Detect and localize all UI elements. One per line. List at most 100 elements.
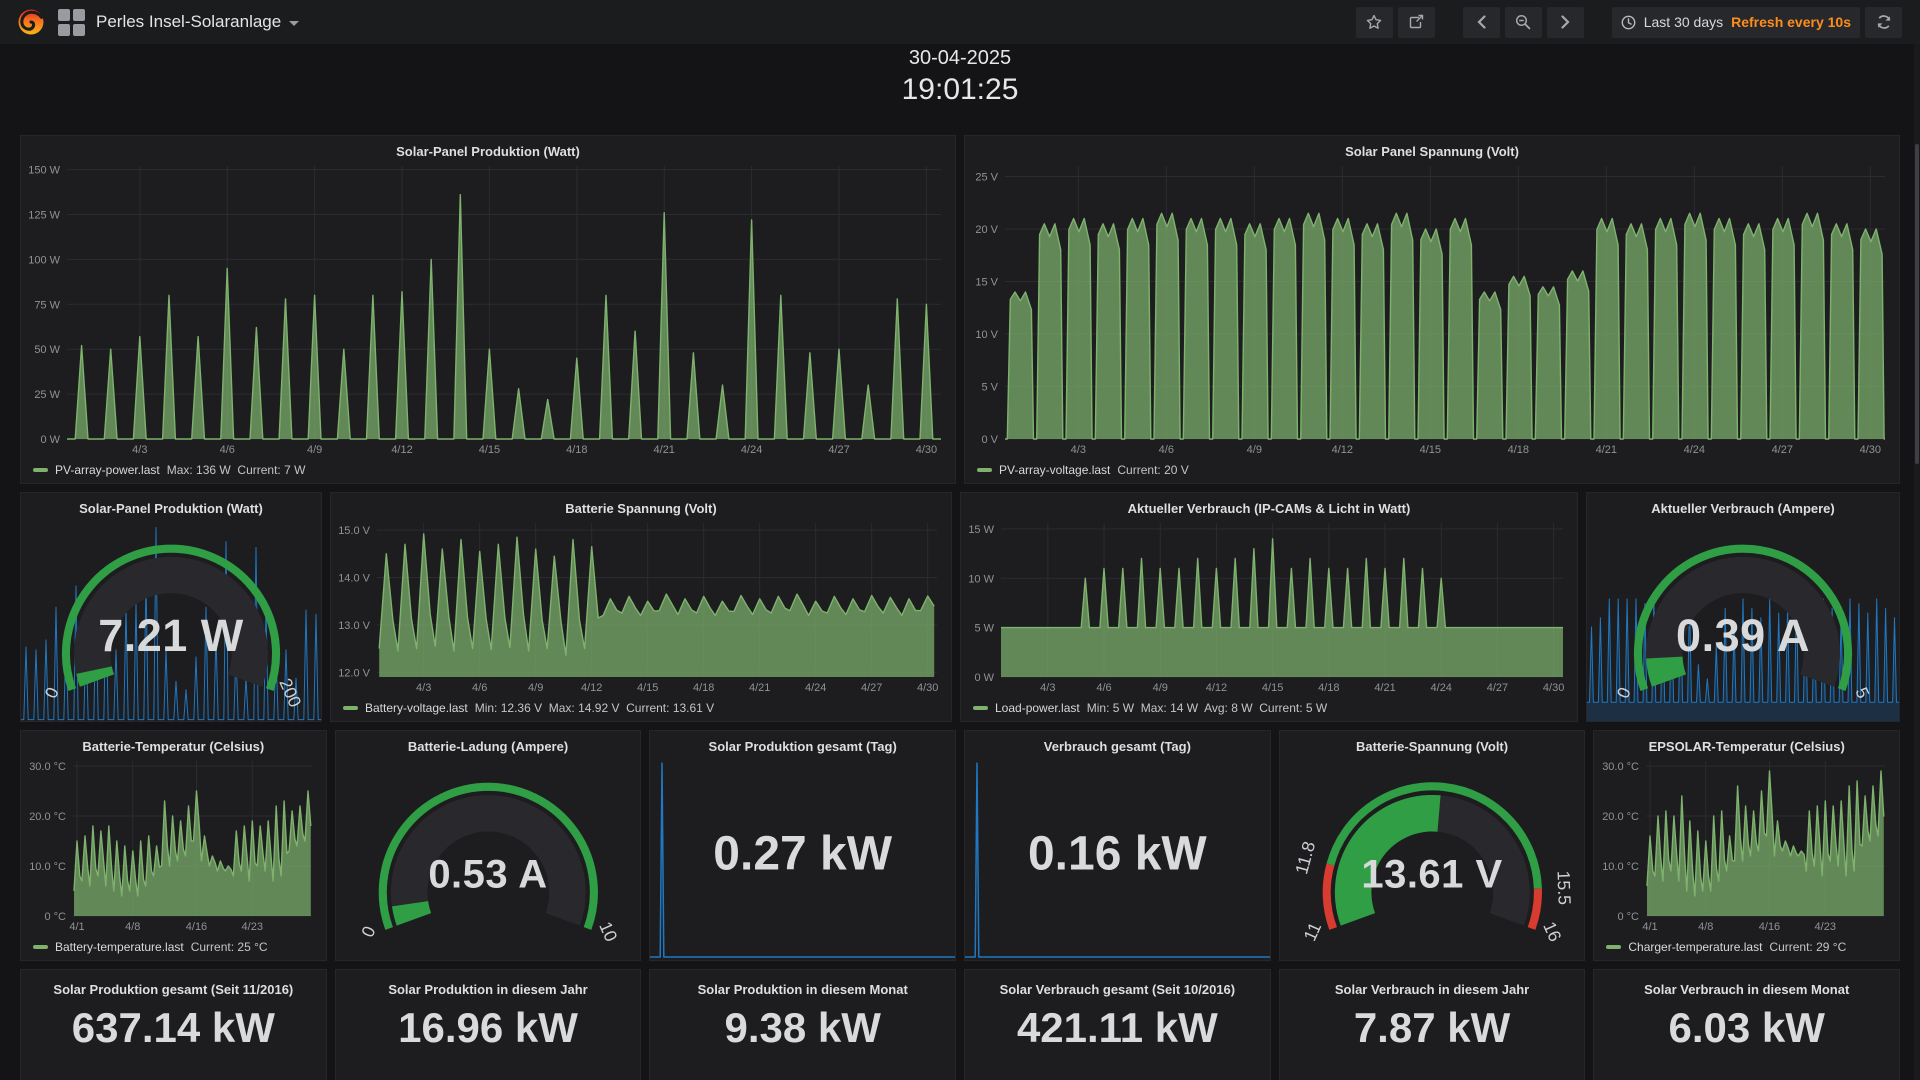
svg-text:4/6: 4/6 [472,682,487,694]
svg-text:4/23: 4/23 [242,921,263,933]
series-name[interactable]: PV-array-power.last [55,463,160,478]
svg-text:4/9: 4/9 [307,444,322,456]
series-name[interactable]: Battery-temperature.last [55,940,184,955]
series-name[interactable]: Charger-temperature.last [1628,940,1763,955]
series-name[interactable]: Load-power.last [995,701,1080,716]
panel-title[interactable]: Solar Produktion gesamt (Seit 11/2016) [53,982,294,997]
svg-text:10.0 °C: 10.0 °C [29,861,66,873]
series-stats: Max: 136 W Current: 7 W [166,463,306,478]
gauge-body[interactable]: 0 200 7.21 W [21,519,321,721]
panel-title[interactable]: Batterie-Temperatur (Celsius) [82,739,265,754]
panel-title[interactable]: Solar Produktion in diesem Monat [697,982,908,997]
time-series-chart[interactable]: 0 W 25 W 50 W 75 W 100 W 125 W 150 W 4/3 4/6 4/9 4… [21,160,951,462]
svg-text:75 W: 75 W [34,299,60,311]
svg-text:25 V: 25 V [975,171,998,183]
svg-text:4/16: 4/16 [1759,921,1780,933]
panel-title[interactable]: Verbrauch gesamt (Tag) [1043,739,1191,754]
svg-text:4/23: 4/23 [1815,921,1836,933]
dashboard-grid-icon[interactable] [56,7,86,37]
svg-text:100 W: 100 W [28,254,60,266]
svg-text:15.5: 15.5 [1553,870,1574,905]
svg-text:4/27: 4/27 [1487,682,1508,694]
time-range-picker[interactable]: Last 30 days Refresh every 10s [1611,6,1860,38]
series-name[interactable]: PV-array-voltage.last [999,463,1111,478]
time-series-chart[interactable]: 0 °C 10.0 °C 20.0 °C 30.0 °C 4/1 4/8 4/16 4/23 [1594,755,1895,939]
svg-text:4/24: 4/24 [1431,682,1452,694]
panel-title[interactable]: Aktueller Verbrauch (Ampere) [1651,501,1835,516]
svg-text:0 °C: 0 °C [1618,911,1640,923]
svg-text:0 W: 0 W [40,434,60,446]
panel-title[interactable]: Solar Verbrauch gesamt (Seit 10/2016) [999,982,1236,997]
svg-text:11: 11 [1299,919,1325,944]
svg-text:16: 16 [1539,919,1565,945]
svg-text:13.0 V: 13.0 V [338,619,370,631]
svg-text:50 W: 50 W [34,344,60,356]
series-color-dash [343,706,358,711]
time-series-chart[interactable]: 12.0 V 13.0 V 14.0 V 15.0 V 4/3 4/6 4/9 4/12 4/1… [331,517,947,700]
svg-text:4/18: 4/18 [566,444,587,456]
grafana-logo[interactable] [16,7,46,37]
svg-text:0 V: 0 V [981,434,998,446]
panel-title[interactable]: Batterie-Spannung (Volt) [1355,739,1509,754]
svg-text:4/15: 4/15 [1262,682,1283,694]
stat-body[interactable]: 0.27 kW [650,757,956,960]
panel-title[interactable]: Solar Verbrauch in diesem Monat [1644,982,1850,997]
panel-title[interactable]: Solar Verbrauch in diesem Jahr [1334,982,1530,997]
zoom-out-button[interactable] [1504,6,1542,38]
svg-text:5: 5 [1851,684,1873,701]
star-button[interactable] [1355,6,1393,38]
share-button[interactable] [1397,6,1435,38]
panel-title[interactable]: Solar-Panel Produktion (Watt) [396,144,580,159]
chevron-down-icon [289,21,300,26]
stat-body[interactable]: 0.16 kW [965,757,1271,960]
svg-text:4/3: 4/3 [416,682,431,694]
svg-text:4/30: 4/30 [917,682,938,694]
time-series-chart[interactable]: 0 V 5 V 10 V 15 V 20 V 25 V 4/3 4/6 4/9 4/12 4/15 4… [965,160,1895,462]
scrollbar-track[interactable] [1914,44,1920,1080]
scrollbar-thumb[interactable] [1915,144,1919,464]
gauge-body[interactable]: 11 16 11.8 15.5 13.61 V [1280,757,1585,960]
dashboard-title[interactable]: Perles Insel-Solaranlage [96,12,300,32]
dashboard-title-text: Perles Insel-Solaranlage [96,12,282,31]
stat-value: 7.87 kW [1353,1004,1511,1051]
time-series-chart[interactable]: 0 °C 10.0 °C 20.0 °C 30.0 °C 4/1 4/8 4/16 4/23 [21,755,322,939]
time-forward-button[interactable] [1546,6,1584,38]
panel-title[interactable]: Batterie Spannung (Volt) [565,501,717,516]
svg-text:4/3: 4/3 [132,444,147,456]
svg-text:4/27: 4/27 [1772,444,1793,456]
stat-value: 16.96 kW [398,1004,578,1051]
navbar: Perles Insel-Solaranlage Last [0,0,1920,44]
svg-text:11.8: 11.8 [1291,839,1319,876]
svg-text:4/27: 4/27 [828,444,849,456]
panel-total-production-year: Solar Produktion in diesem Jahr 16.96 kW [334,969,642,1080]
panel-title[interactable]: Solar Produktion gesamt (Tag) [708,739,897,754]
panel-title[interactable]: Solar Panel Spannung (Volt) [1345,144,1519,159]
panel-title[interactable]: Solar-Panel Produktion (Watt) [79,501,263,516]
svg-text:20 V: 20 V [975,224,998,236]
time-back-button[interactable] [1462,6,1500,38]
svg-text:0: 0 [357,923,379,940]
svg-text:4/6: 4/6 [1159,444,1174,456]
panel-title[interactable]: Batterie-Ladung (Ampere) [407,739,569,754]
time-range-label: Last 30 days [1643,14,1724,30]
gauge-body[interactable]: 0 10 0.53 A [336,757,641,960]
panel-total-consumption-year: Solar Verbrauch in diesem Jahr 7.87 kW [1278,969,1586,1080]
refresh-button[interactable] [1865,6,1902,38]
panel-title[interactable]: Solar Produktion in diesem Jahr [388,982,588,997]
panel-total-consumption-alltime: Solar Verbrauch gesamt (Seit 10/2016) 42… [964,969,1271,1080]
series-color-dash [973,706,988,711]
svg-text:125 W: 125 W [28,209,60,221]
time-series-chart[interactable]: 0 W 5 W 10 W 15 W 4/3 4/6 4/9 4/12 4/15 4/18 4/21 4… [961,517,1573,700]
svg-text:4/12: 4/12 [391,444,412,456]
panel-title[interactable]: Aktueller Verbrauch (IP-CAMs & Licht in … [1127,501,1411,516]
svg-text:0: 0 [40,684,62,701]
svg-text:30.0 °C: 30.0 °C [1603,761,1640,773]
series-name[interactable]: Battery-voltage.last [365,701,468,716]
svg-text:4/30: 4/30 [1543,682,1564,694]
panel-title[interactable]: EPSOLAR-Temperatur (Celsius) [1648,739,1845,754]
svg-text:4/12: 4/12 [581,682,602,694]
series-color-dash [1606,945,1622,950]
